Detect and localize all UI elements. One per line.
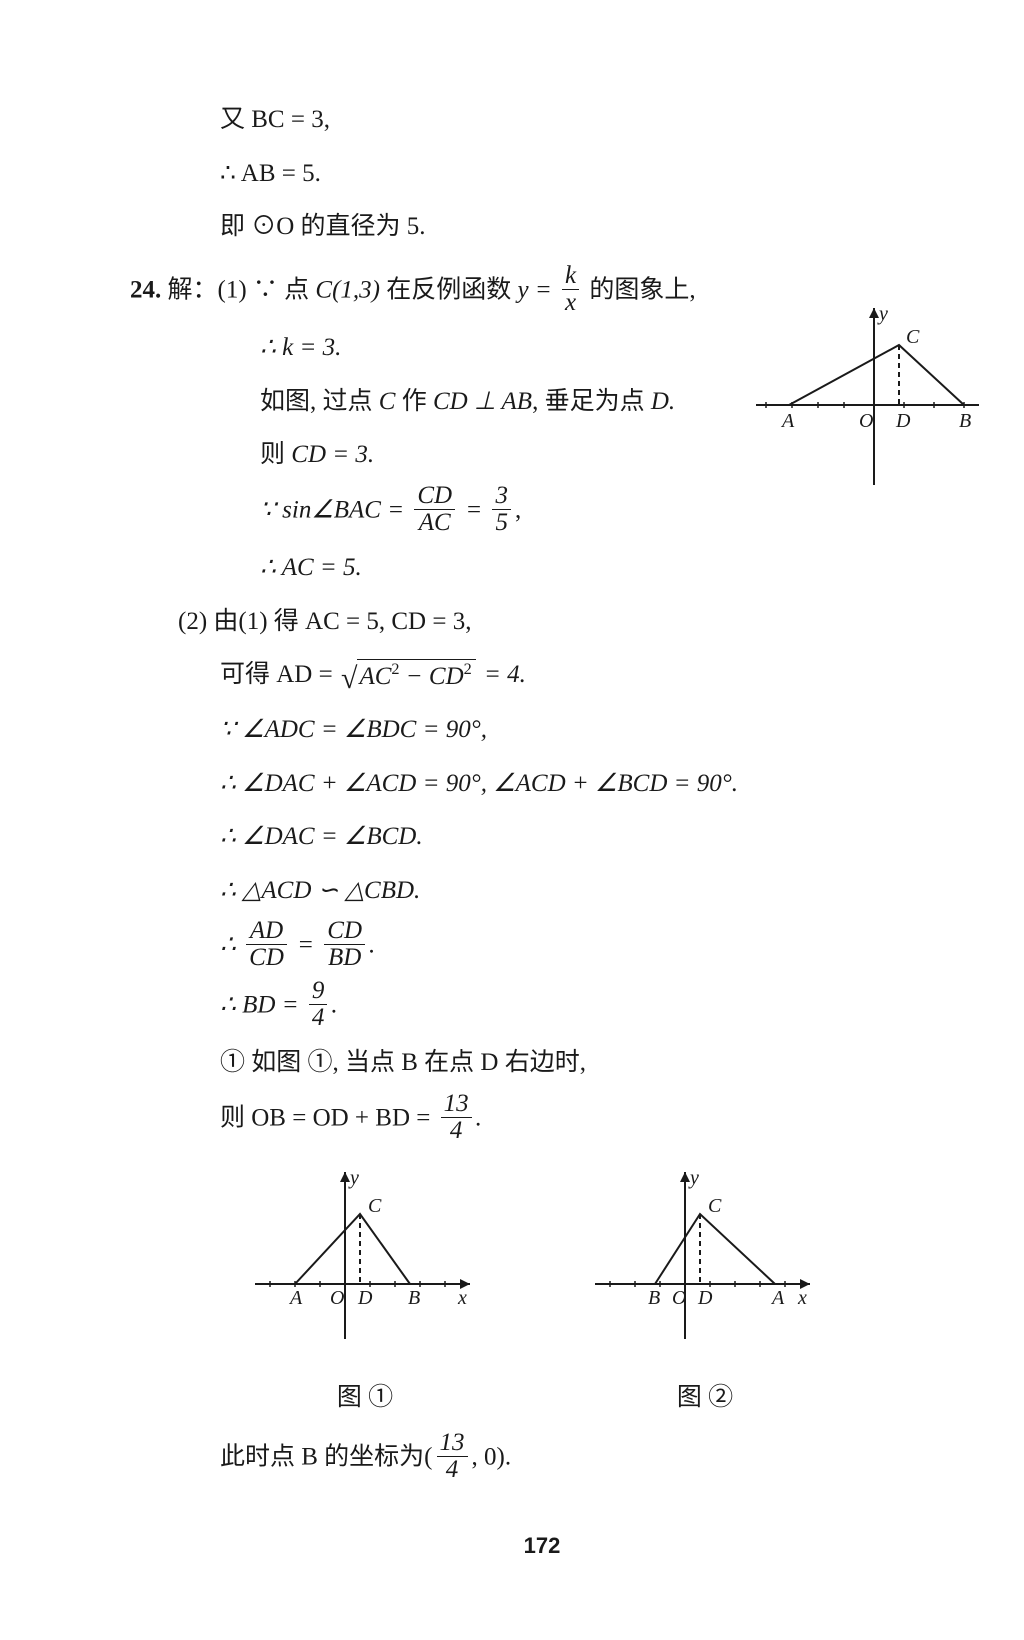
svg-text:O: O — [330, 1287, 344, 1309]
prelude-line-2: ∴ AB = 5. — [220, 150, 954, 198]
last-line: 此时点 B 的坐标为(134, 0). — [220, 1432, 954, 1486]
p2-l4: ∴ ∠DAC = ∠BCD. — [220, 813, 954, 861]
p2-l1: 可得 AD = √AC2 − CD2 = 4. — [220, 651, 954, 700]
svg-text:B: B — [408, 1287, 420, 1309]
svg-text:y: y — [688, 1167, 699, 1189]
svg-text:D: D — [895, 410, 911, 432]
p2-l8: ① 如图 ①, 当点 B 在点 D 右边时, — [220, 1039, 954, 1087]
figure-top: y C A O D B — [754, 300, 984, 490]
svg-text:D: D — [697, 1287, 713, 1309]
figure-1: y C A O D B x 图 ① — [250, 1164, 480, 1422]
svg-text:A: A — [288, 1287, 303, 1309]
figure-2-caption: 图 ② — [590, 1374, 820, 1422]
p2-heading: (2) 由(1) 得 AC = 5, CD = 3, — [178, 598, 954, 646]
p1-l5: ∴ AC = 5. — [260, 544, 954, 592]
svg-text:y: y — [348, 1167, 359, 1189]
svg-text:x: x — [457, 1287, 467, 1309]
svg-text:x: x — [797, 1287, 807, 1309]
svg-text:A: A — [780, 410, 795, 432]
p2-l7: ∴ BD = 94. — [220, 980, 954, 1034]
svg-text:C: C — [708, 1195, 722, 1217]
svg-text:C: C — [906, 326, 920, 348]
svg-text:O: O — [859, 410, 873, 432]
svg-text:B: B — [959, 410, 971, 432]
p2-l3: ∴ ∠DAC + ∠ACD = 90°, ∠ACD + ∠BCD = 90°. — [220, 760, 954, 808]
svg-text:y: y — [877, 303, 888, 325]
page-number: 172 — [130, 1525, 954, 1567]
prelude-line-1: 又 BC = 3, — [220, 96, 954, 144]
p2-l5: ∴ △ACD ∽ △CBD. — [220, 867, 954, 915]
figure-2: y C B O D A x 图 ② — [590, 1164, 820, 1422]
svg-text:B: B — [648, 1287, 660, 1309]
figure-1-caption: 图 ① — [250, 1374, 480, 1422]
p2-l6: ∴ ADCD = CDBD. — [220, 920, 954, 974]
svg-text:A: A — [770, 1287, 785, 1309]
p2-l2: ∵ ∠ADC = ∠BDC = 90°, — [220, 706, 954, 754]
prelude-line-3: 即 ⊙O 的直径为 5. — [220, 203, 954, 251]
svg-text:O: O — [672, 1287, 686, 1309]
figures-row: y C A O D B x 图 ① — [250, 1164, 954, 1422]
p2-l9: 则 OB = OD + BD = 134. — [220, 1093, 954, 1147]
p1-l4: ∵ sin∠BAC = CDAC = 35, — [260, 485, 954, 539]
svg-text:D: D — [357, 1287, 373, 1309]
svg-text:C: C — [368, 1195, 382, 1217]
